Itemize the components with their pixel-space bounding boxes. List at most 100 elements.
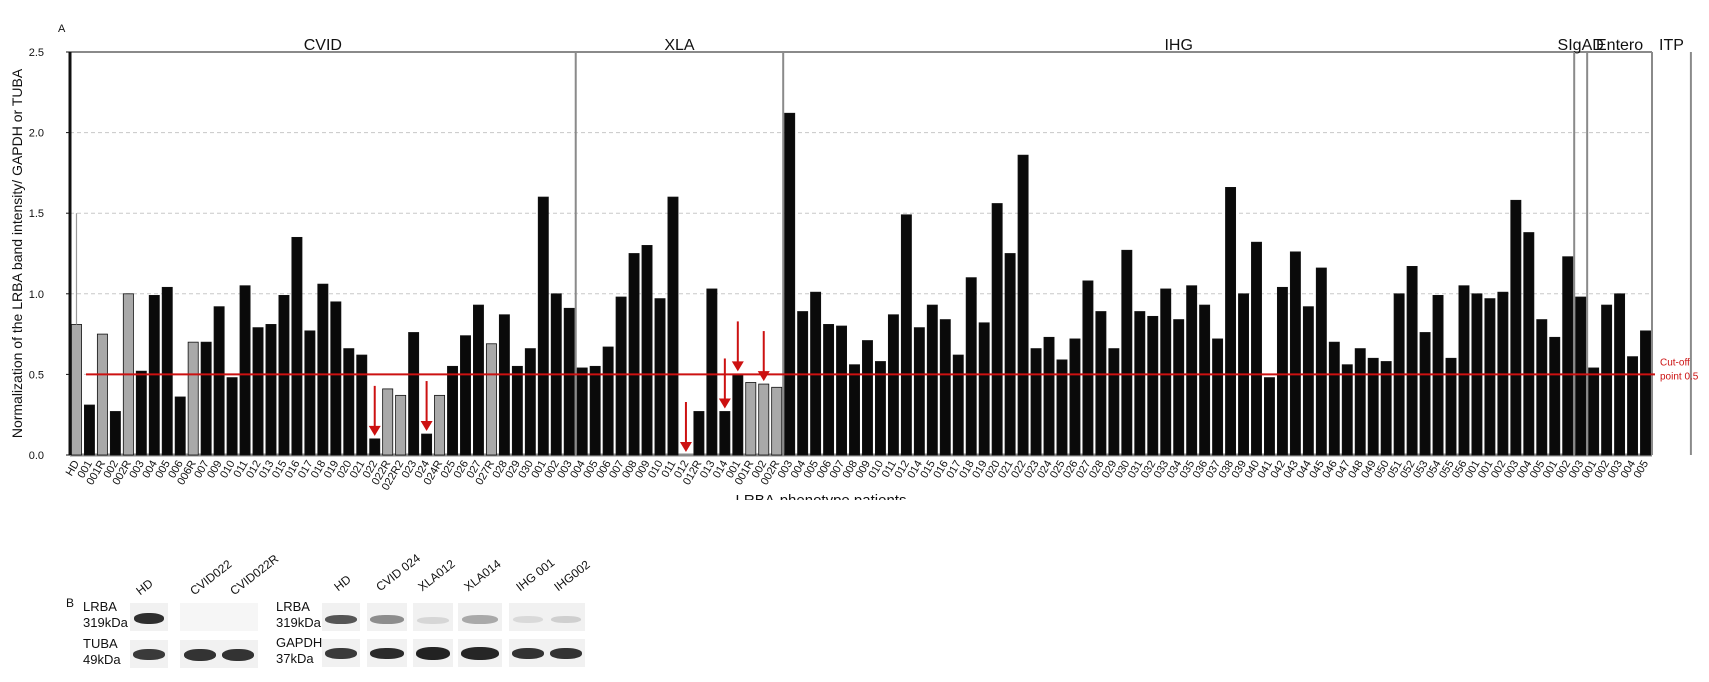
bar-048 <box>1354 348 1366 456</box>
bar-019 <box>978 322 990 456</box>
bar-011 <box>667 196 679 456</box>
bar-001 <box>1549 336 1561 456</box>
cutoff-label-line2: point 0.5 <box>1660 371 1699 382</box>
bar-003 <box>563 307 575 456</box>
bar-002 <box>109 411 121 456</box>
bar-012 <box>900 214 912 456</box>
band <box>134 613 164 624</box>
bar-008 <box>849 364 860 456</box>
red-arrow-head <box>757 371 770 382</box>
bar-021 <box>356 354 368 456</box>
bar-028 <box>498 314 510 456</box>
x-axis-title: LRBA-phenotype patients <box>736 492 907 500</box>
band <box>462 615 498 624</box>
bar-006 <box>174 396 186 456</box>
bar-045 <box>1315 267 1327 456</box>
panel-a-letter: A <box>58 23 66 35</box>
blot2-lane-2: CVID 024 <box>373 550 424 594</box>
blot2-gapdh-strip-xla012 <box>413 639 453 667</box>
bar-006 <box>602 346 614 456</box>
bar-007 <box>200 341 212 456</box>
bar-026 <box>460 335 471 456</box>
blot2-gapdh-strip-cvid024 <box>367 639 407 667</box>
blot2-gapdh-strip-xla014 <box>458 639 502 667</box>
bar-023 <box>1030 348 1042 456</box>
blot2-row2-size: 37kDa <box>276 651 314 666</box>
bar-015 <box>926 304 938 456</box>
bar-017 <box>304 330 316 456</box>
bar-021 <box>1004 253 1016 456</box>
bar-017 <box>952 354 964 456</box>
blot1-tuba-strip-hd <box>130 640 168 668</box>
blot2-row2-protein: GAPDH <box>276 635 323 650</box>
band <box>133 649 165 660</box>
band <box>325 648 357 659</box>
bar-029 <box>511 365 523 456</box>
bar-004 <box>576 367 588 456</box>
blot2-lrba-strip-ihg <box>509 603 585 631</box>
bar-027 <box>1082 280 1094 456</box>
band <box>325 615 357 624</box>
red-arrow-head <box>679 442 692 452</box>
bar-042 <box>1276 286 1288 456</box>
bar-035 <box>1186 285 1198 456</box>
bar-003 <box>135 370 147 456</box>
bar-044 <box>1302 306 1314 456</box>
bar-018 <box>317 283 329 456</box>
bar-025 <box>1056 359 1068 456</box>
band <box>222 649 254 661</box>
y-axis-title: Normalization of the LRBA band intensity… <box>9 68 25 438</box>
bar-010 <box>874 361 886 456</box>
blot1-tuba-strip-patients <box>180 640 258 668</box>
bar-020 <box>343 348 355 456</box>
bar-008 <box>628 253 640 456</box>
blot2-lrba-strip-xla014 <box>458 603 502 631</box>
bar-049 <box>1367 357 1379 456</box>
bar-050 <box>1380 361 1392 456</box>
bar-001 <box>537 196 549 456</box>
bar-024 <box>1043 336 1055 456</box>
blot1-lane-1: HD <box>133 576 156 598</box>
bar-003 <box>784 112 796 456</box>
y-tick-label: 1.0 <box>29 289 44 301</box>
blot1-row2-size: 49kDa <box>83 652 121 667</box>
bar-012 <box>252 327 264 456</box>
bar-002R <box>771 386 783 456</box>
group-label-sigad: SIgAD <box>1558 37 1604 54</box>
bar-037 <box>1212 338 1224 456</box>
band <box>416 647 450 660</box>
red-arrow-head <box>718 398 731 409</box>
band <box>551 616 581 623</box>
y-tick-label: 0.5 <box>29 369 44 381</box>
band <box>461 647 499 660</box>
bar-040 <box>1251 241 1262 456</box>
bar-005 <box>1536 319 1548 456</box>
bar-031 <box>1134 311 1146 456</box>
bar-001R <box>96 333 108 456</box>
bar-016 <box>291 236 303 456</box>
bar-005 <box>589 365 601 456</box>
bar-012R <box>693 411 705 456</box>
bar-036 <box>1199 304 1211 456</box>
y-tick-label: 2.0 <box>29 128 44 140</box>
blot2-row1-size: 319kDa <box>276 615 321 630</box>
band <box>550 648 582 659</box>
bar-011 <box>887 314 899 456</box>
blot2-lane-6: IHG002 <box>551 557 593 594</box>
bar-026 <box>1069 338 1081 456</box>
blot2-lrba-strip-xla012 <box>413 603 453 631</box>
band <box>513 616 543 623</box>
bar-032 <box>1147 315 1159 456</box>
blot1-row1-size: 319kDa <box>83 615 128 630</box>
bar-027 <box>473 304 484 456</box>
bar-002 <box>1601 304 1613 456</box>
bar-004 <box>1523 232 1535 456</box>
band <box>417 617 449 624</box>
bar-010 <box>226 377 238 456</box>
blot2-lane-4: XLA014 <box>461 556 504 594</box>
bar-028 <box>1095 311 1107 456</box>
bar-005 <box>161 286 173 456</box>
bar-014 <box>913 327 925 456</box>
bar-019 <box>330 301 342 456</box>
y-tick-label: 2.5 <box>29 47 44 59</box>
